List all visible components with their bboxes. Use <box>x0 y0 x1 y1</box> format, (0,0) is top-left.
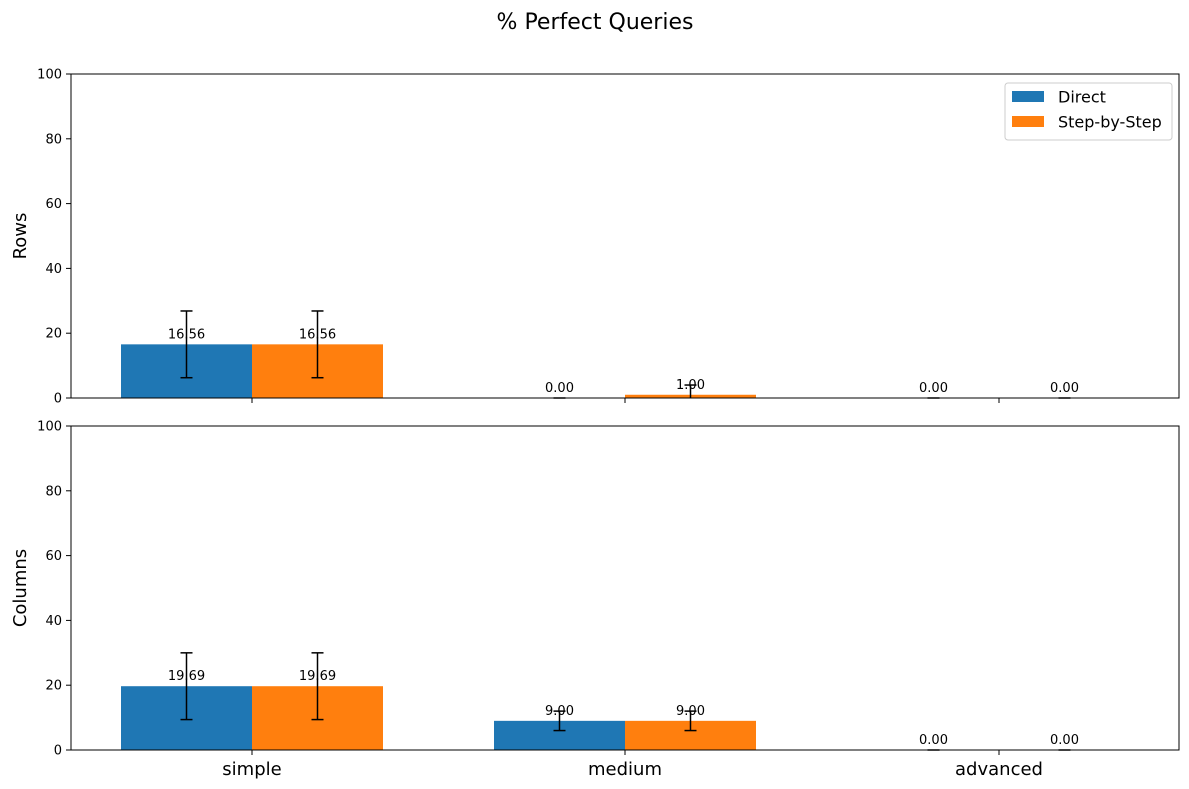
y-tick-label: 40 <box>45 614 62 629</box>
chart-title: % Perfect Queries <box>497 10 694 35</box>
data-label: 9.00 <box>676 704 705 719</box>
y-tick-label: 60 <box>45 549 62 564</box>
data-label: 16.56 <box>299 327 336 342</box>
y-axis-label: Rows <box>10 213 31 260</box>
data-label: 0.00 <box>1050 733 1079 748</box>
y-axis-label: Columns <box>10 549 31 627</box>
y-tick-label: 0 <box>54 744 62 759</box>
data-label: 19.69 <box>168 669 205 684</box>
legend-label: Step-by-Step <box>1058 113 1162 132</box>
legend-label: Direct <box>1058 88 1106 107</box>
y-tick-label: 20 <box>45 327 62 342</box>
data-label: 0.00 <box>1050 381 1079 396</box>
x-tick-label: simple <box>222 759 281 780</box>
data-label: 9.00 <box>545 704 574 719</box>
y-tick-label: 80 <box>45 484 62 499</box>
legend-swatch <box>1012 91 1044 102</box>
y-tick-label: 100 <box>37 420 62 435</box>
y-tick-label: 0 <box>54 392 62 407</box>
y-tick-label: 100 <box>37 68 62 83</box>
y-tick-label: 60 <box>45 197 62 212</box>
legend-box <box>1004 82 1173 141</box>
legend-swatch <box>1012 116 1044 127</box>
x-tick-label: advanced <box>955 759 1043 780</box>
data-label: 1.00 <box>676 378 705 393</box>
y-tick-label: 40 <box>45 262 62 277</box>
data-label: 0.00 <box>545 381 574 396</box>
data-label: 0.00 <box>919 733 948 748</box>
data-label: 16.56 <box>168 327 205 342</box>
x-tick-label: medium <box>588 759 662 780</box>
data-label: 19.69 <box>299 669 336 684</box>
y-tick-label: 80 <box>45 132 62 147</box>
data-label: 0.00 <box>919 381 948 396</box>
y-tick-label: 20 <box>45 679 62 694</box>
